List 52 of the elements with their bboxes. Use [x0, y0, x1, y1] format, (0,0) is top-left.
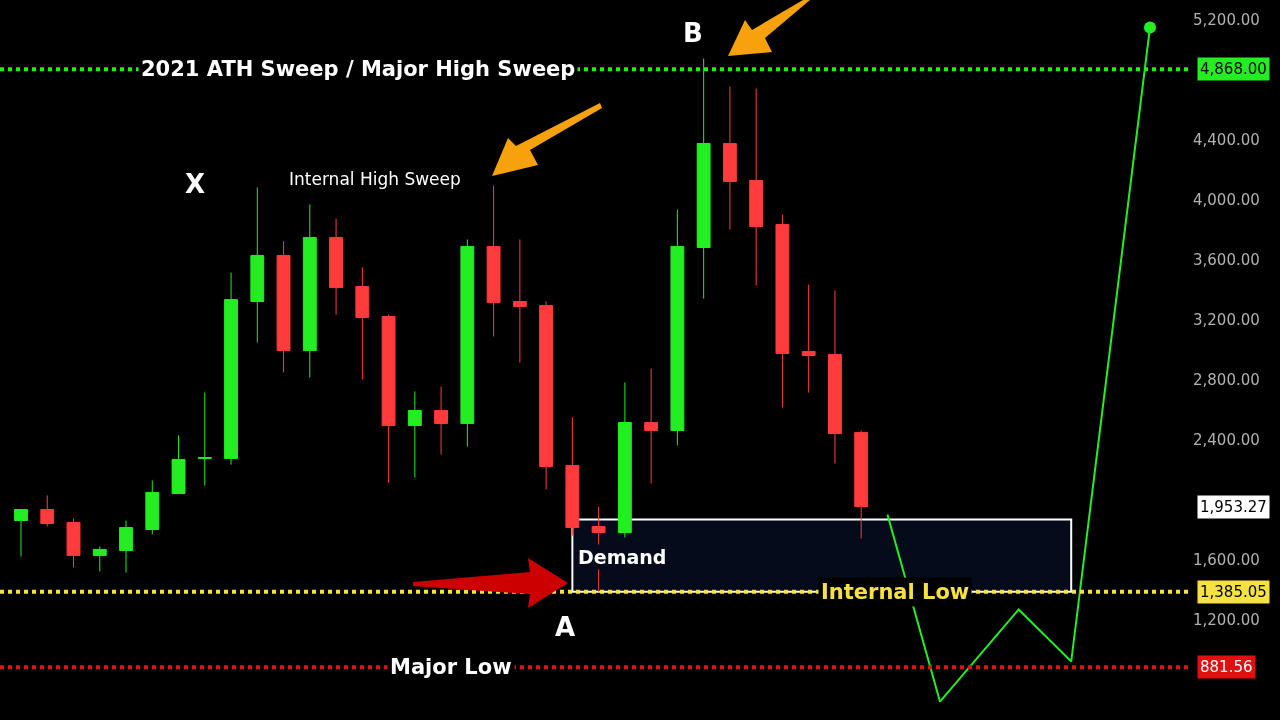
y-tick-label: 2,400.00	[1193, 430, 1260, 449]
candlestick	[355, 266, 370, 380]
candlestick	[539, 301, 554, 490]
annotation: X	[185, 169, 206, 199]
candlestick	[827, 290, 842, 464]
y-tick-label: 3,200.00	[1193, 310, 1260, 329]
y-tick-label: 1,600.00	[1193, 550, 1260, 569]
ref-line-label: 881.56	[1200, 658, 1253, 676]
candlestick	[644, 368, 659, 484]
candlestick	[486, 185, 501, 337]
y-tick-label: 1,200.00	[1193, 610, 1260, 629]
candlestick	[276, 241, 291, 373]
candlestick	[119, 520, 133, 574]
candlestick	[407, 391, 422, 478]
ref-line-label: 4,868.00	[1200, 60, 1267, 78]
candlestick	[145, 479, 160, 535]
annotation: 2021 ATH Sweep / Major High Sweep	[141, 57, 576, 81]
candlestick	[617, 382, 632, 538]
candlestick	[250, 187, 265, 343]
candlestick	[775, 214, 790, 409]
annotation: A	[555, 612, 576, 642]
candlestick	[224, 272, 238, 466]
y-tick-label: 4,000.00	[1193, 190, 1260, 209]
candlestick	[434, 386, 449, 455]
y-tick-label: 5,200.00	[1193, 10, 1260, 29]
candlestick	[854, 430, 869, 539]
candlestick	[66, 518, 81, 568]
y-tick-label: 3,600.00	[1193, 250, 1260, 269]
candlestick	[460, 239, 475, 448]
candlestick	[92, 545, 107, 572]
y-tick-label: 4,400.00	[1193, 130, 1260, 149]
annotation: Major Low	[390, 655, 512, 679]
candlestick	[329, 218, 343, 316]
candlestick	[722, 86, 737, 230]
candlestick	[302, 203, 317, 379]
annotation: Internal Low	[821, 580, 970, 604]
candlestick	[801, 284, 816, 394]
text: 1,953.27	[1200, 498, 1267, 516]
annotation: B	[683, 18, 703, 48]
candlestick	[14, 509, 28, 557]
candlestick	[670, 209, 685, 446]
ref-line-label: 1,385.05	[1200, 583, 1267, 601]
candlestick	[171, 434, 186, 494]
candlestick	[40, 494, 55, 527]
candlestick	[565, 416, 580, 536]
candlestick	[512, 239, 527, 364]
candlestick	[749, 88, 764, 286]
candlestick	[381, 314, 396, 484]
annotation: Internal High Sweep	[289, 169, 461, 189]
y-tick-label: 2,800.00	[1193, 370, 1260, 389]
candlestick	[197, 392, 212, 487]
band-label: Demand	[578, 546, 667, 568]
